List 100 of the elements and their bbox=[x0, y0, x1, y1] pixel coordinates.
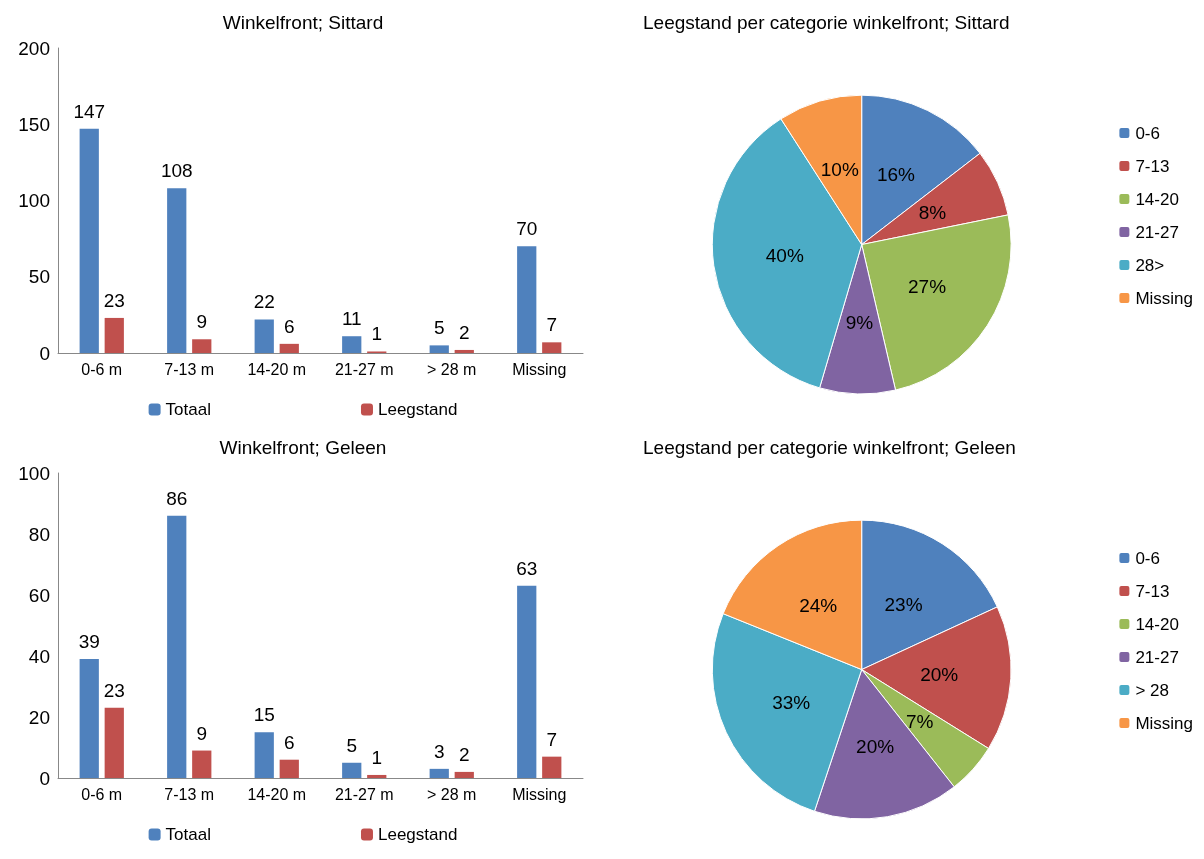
data-label: 15 bbox=[253, 704, 275, 726]
bar bbox=[542, 342, 562, 353]
bar bbox=[367, 774, 387, 778]
x-tick-label: > 28 m bbox=[427, 360, 477, 378]
data-label: 7 bbox=[546, 314, 558, 336]
data-label: 24% bbox=[799, 594, 838, 616]
data-label: 9% bbox=[845, 311, 874, 333]
y-tick-label: 0 bbox=[39, 767, 50, 789]
y-tick-label: 200 bbox=[18, 37, 50, 59]
chart-title: Winkelfront; Sittard bbox=[222, 12, 384, 33]
data-label: 2 bbox=[458, 743, 470, 765]
y-tick-label: 100 bbox=[18, 190, 50, 211]
y-tick-label: 80 bbox=[28, 523, 50, 545]
x-tick-label: 0-6 m bbox=[81, 785, 123, 803]
data-label: 70 bbox=[516, 218, 538, 240]
data-label: 27% bbox=[908, 276, 947, 298]
data-label: 40% bbox=[765, 245, 804, 267]
bar bbox=[454, 771, 474, 778]
bar bbox=[79, 128, 99, 353]
data-label: 22 bbox=[253, 291, 275, 313]
y-tick-label: 150 bbox=[18, 113, 50, 135]
x-tick-label: > 28 m bbox=[427, 785, 477, 803]
y-tick-label: 0 bbox=[39, 342, 50, 364]
legend-label: Totaal bbox=[165, 825, 211, 844]
x-tick-label: 14-20 m bbox=[247, 785, 307, 803]
x-tick-label: 7-13 m bbox=[164, 360, 215, 378]
legend-label: Leegstand bbox=[377, 825, 458, 844]
legend-label: 7-13 bbox=[1135, 581, 1170, 601]
legend-label: Missing bbox=[1135, 713, 1193, 733]
bar bbox=[79, 659, 99, 778]
bar bbox=[192, 339, 212, 353]
data-label: 23% bbox=[884, 593, 923, 615]
legend-label: 14-20 bbox=[1135, 614, 1179, 634]
bar bbox=[279, 759, 299, 778]
data-label: 1 bbox=[371, 746, 383, 768]
legend-label: 0-6 bbox=[1135, 548, 1160, 568]
data-label: 20% bbox=[920, 663, 959, 685]
data-label: 9 bbox=[196, 722, 208, 744]
data-label: 33% bbox=[772, 691, 811, 713]
legend-label: Leegstand bbox=[377, 400, 458, 419]
bar bbox=[104, 317, 124, 353]
data-label: 20% bbox=[856, 735, 895, 757]
legend-label: 21-27 bbox=[1135, 647, 1179, 667]
y-tick-label: 100 bbox=[18, 462, 50, 484]
y-tick-label: 20 bbox=[28, 706, 50, 728]
x-tick-label: 21-27 m bbox=[334, 360, 394, 378]
bar bbox=[104, 707, 124, 778]
legend-label: Missing bbox=[1135, 288, 1193, 308]
data-label: 6 bbox=[283, 731, 295, 753]
data-label: 5 bbox=[346, 734, 358, 756]
data-label: 3 bbox=[433, 740, 445, 762]
data-label: 16% bbox=[876, 164, 916, 186]
y-tick-label: 40 bbox=[28, 645, 50, 667]
x-tick-label: Missing bbox=[512, 785, 567, 803]
legend-label: > 28 bbox=[1135, 680, 1169, 700]
bar bbox=[192, 750, 212, 778]
bar bbox=[429, 768, 449, 778]
bar bbox=[254, 732, 274, 778]
data-label: 7 bbox=[546, 728, 558, 750]
bar bbox=[542, 756, 562, 778]
bar bbox=[279, 343, 299, 353]
chart-title: Leegstand per categorie winkelfront; Sittard bbox=[643, 12, 1010, 33]
data-label: 8% bbox=[918, 201, 947, 223]
x-tick-label: 14-20 m bbox=[247, 360, 307, 378]
legend-label: 14-20 bbox=[1135, 189, 1179, 209]
x-tick-label: 0-6 m bbox=[81, 360, 123, 378]
data-label: 86 bbox=[166, 487, 188, 509]
x-tick-label: Missing bbox=[512, 360, 567, 378]
legend-label: 0-6 bbox=[1135, 123, 1160, 143]
bar bbox=[454, 349, 474, 353]
bar bbox=[254, 319, 274, 353]
data-label: 9 bbox=[196, 311, 208, 333]
legend-label: 7-13 bbox=[1135, 156, 1170, 176]
data-label: 6 bbox=[283, 315, 295, 337]
bar bbox=[167, 188, 187, 353]
data-label: 63 bbox=[516, 557, 538, 579]
data-label: 10% bbox=[820, 159, 859, 181]
x-tick-label: 7-13 m bbox=[164, 785, 215, 803]
bar bbox=[429, 345, 449, 353]
legend-label: 28> bbox=[1135, 255, 1165, 275]
legend-label: 21-27 bbox=[1135, 222, 1179, 242]
data-label: 5 bbox=[433, 317, 445, 339]
data-label: 39 bbox=[78, 631, 100, 653]
data-label: 7% bbox=[905, 710, 934, 732]
bar bbox=[517, 585, 537, 778]
chart-title: Winkelfront; Geleen bbox=[219, 437, 387, 458]
data-label: 147 bbox=[73, 100, 106, 122]
bar bbox=[517, 246, 537, 353]
data-label: 23 bbox=[103, 679, 125, 701]
legend-label: Totaal bbox=[165, 400, 211, 419]
bar bbox=[342, 336, 362, 353]
y-tick-label: 50 bbox=[28, 266, 50, 288]
x-tick-label: 21-27 m bbox=[334, 785, 394, 803]
bar bbox=[342, 762, 362, 778]
bar bbox=[167, 515, 187, 778]
data-label: 1 bbox=[371, 323, 383, 345]
data-label: 23 bbox=[103, 289, 125, 311]
data-label: 108 bbox=[160, 160, 193, 182]
chart-title: Leegstand per categorie winkelfront; Geleen bbox=[643, 437, 1016, 458]
data-label: 2 bbox=[458, 321, 470, 343]
